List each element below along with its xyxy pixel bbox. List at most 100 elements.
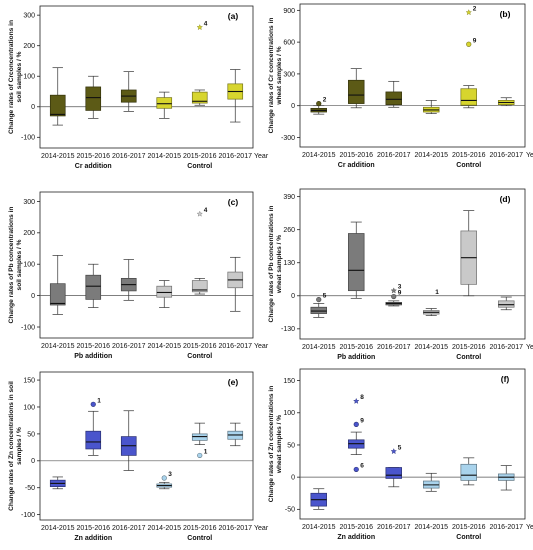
box-3 [385, 467, 402, 488]
y-tick-label: 900 [283, 8, 295, 15]
box-1 [49, 255, 66, 315]
outlier-circle [316, 296, 322, 303]
box-3 [120, 410, 137, 471]
outlier-star [353, 397, 360, 404]
box-5 [460, 210, 477, 297]
chart-panel-5: -100 -50 0 50 100 150 Change rates of Zn conce… [8, 371, 269, 542]
box-body [191, 91, 208, 104]
y-tick-label: 0 [31, 293, 35, 300]
box-2 [348, 221, 365, 299]
outlier-label: 3 [168, 471, 172, 478]
box-1 [49, 476, 66, 490]
chart-panel-1: -100 0 100 200 300 Change rates of Crconcentr… [8, 5, 269, 170]
box-5 [460, 85, 477, 109]
y-tick-label: 100 [283, 410, 295, 417]
panel-label: (a) [228, 11, 239, 21]
y-axis-label: Change rates of Cr concentrations in [268, 18, 275, 134]
y-tick-label: 130 [283, 260, 295, 267]
x-tick-label: 2015-2016 [452, 152, 486, 159]
outlier: 3 [390, 284, 402, 294]
y-tick-label: 50 [27, 431, 35, 438]
box-body [348, 79, 365, 104]
box-4 [156, 280, 173, 308]
x-tick-label: 2015-2016 [183, 525, 217, 532]
x-tick-label: 2014-2015 [415, 524, 449, 531]
x-tick-label: 2014-2015 [302, 344, 336, 351]
x-tick-label: 2014-2015 [148, 343, 182, 350]
outlier: 4 [196, 207, 208, 217]
box-6 [498, 97, 515, 107]
x-tick-label: 2014-2015 [41, 343, 75, 350]
x-tick-label: 2015-2016 [183, 153, 217, 160]
outlier-label: 5 [398, 444, 402, 451]
y-tick-label: 0 [291, 103, 295, 110]
y-tick-label: 600 [283, 40, 295, 47]
box-1 [310, 105, 327, 115]
outlier-circle [316, 100, 322, 107]
y-tick-label: -100 [21, 135, 35, 142]
x-tick-label: 2015-2016 [77, 153, 111, 160]
box-body [85, 86, 102, 111]
x-axis-end-label: Year [254, 343, 269, 350]
y-axis-label: soil samples / % [16, 239, 23, 290]
box-1 [49, 67, 66, 126]
outlier-label: 1 [204, 448, 208, 455]
outlier-circle [466, 41, 472, 47]
y-tick-label: -100 [21, 324, 35, 331]
plot-frame [39, 5, 254, 149]
outlier-label: 4 [204, 207, 208, 214]
outlier-star [390, 448, 397, 455]
box-body [460, 88, 477, 106]
y-tick-label: -300 [281, 135, 295, 142]
chart-panel-2: -300 0 300 600 900 Change rates of Cr concent… [268, 3, 533, 169]
box-body [156, 285, 173, 298]
x-tick-label: 2016-2017 [219, 153, 253, 160]
outlier-label: 9 [398, 290, 402, 297]
group-label: Cr addition [75, 163, 112, 170]
y-tick-label: -50 [25, 485, 35, 492]
box-body [85, 274, 102, 300]
x-tick-label: 2016-2017 [377, 344, 411, 351]
x-tick-label: 2014-2015 [302, 524, 336, 531]
group-label: Zn addition [74, 535, 112, 542]
y-axis-label: samples / % [16, 427, 23, 465]
outlier-circle [391, 293, 397, 300]
x-axis-end-label: Year [526, 524, 533, 531]
outlier: 5 [390, 444, 402, 455]
box-body [310, 306, 327, 314]
box-5 [191, 422, 208, 446]
outlier-star [196, 24, 203, 31]
x-axis-end-label: Year [526, 152, 533, 159]
outlier-star [390, 287, 397, 294]
x-tick-label: 2014-2015 [41, 153, 75, 160]
panel-label: (d) [500, 194, 511, 204]
outlier: 1 [435, 289, 439, 296]
plot-frame [39, 371, 254, 521]
box-body [85, 430, 102, 450]
x-axis-end-label: Year [526, 344, 533, 351]
group-label: Control [187, 535, 212, 542]
x-tick-label: 2015-2016 [452, 524, 486, 531]
y-tick-label: 200 [23, 230, 35, 237]
box-2 [348, 431, 365, 455]
box-body [385, 467, 402, 479]
x-axis-end-label: Year [254, 153, 269, 160]
box-2 [348, 68, 365, 109]
group-label: Cr addition [338, 162, 375, 169]
y-axis-label: wheat samples / % [276, 415, 283, 474]
outlier-label: 2 [473, 5, 477, 12]
y-axis-label: soil samples / % [16, 51, 23, 102]
x-tick-label: 2015-2016 [183, 343, 217, 350]
box-6 [227, 256, 244, 312]
y-axis-label: wheat samples / % [276, 46, 283, 105]
chart-panel-4: -130 0 130 260 390 Change rates of Pb concent… [268, 188, 533, 361]
y-tick-label: 50 [287, 442, 295, 449]
y-tick-label: -50 [285, 507, 295, 514]
outlier: 2 [316, 97, 327, 107]
y-tick-label: 300 [283, 71, 295, 78]
y-tick-label: 100 [23, 262, 35, 269]
outlier-star [196, 210, 203, 217]
outlier-label: 1 [97, 397, 101, 404]
y-axis-label: Change rates of Pb concentrations in [8, 207, 15, 324]
